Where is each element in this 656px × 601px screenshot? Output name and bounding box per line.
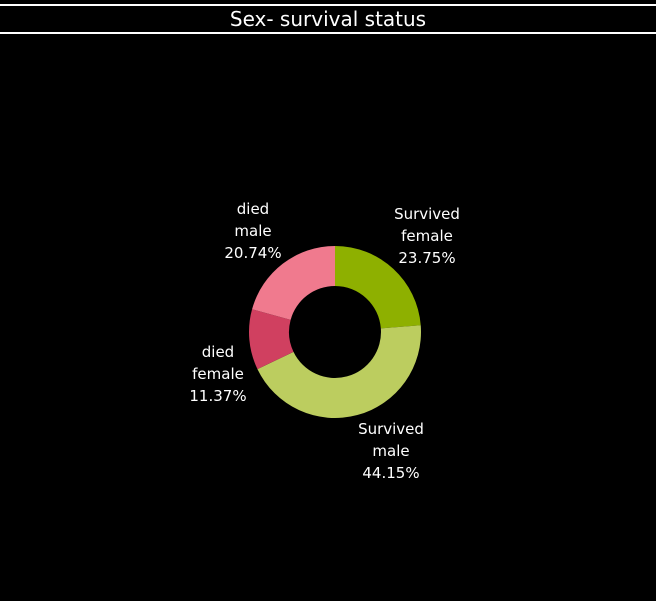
slice-died-female[interactable] (249, 309, 294, 370)
label-survived-female: Survived female 23.75% (394, 205, 460, 267)
slice-survived-male[interactable] (257, 325, 421, 419)
donut-slices (249, 246, 421, 419)
status-label: Survived (394, 205, 460, 223)
percent-label: 23.75% (398, 249, 455, 267)
chart-title: Sex- survival status (229, 7, 427, 31)
label-died-male: died male 20.74% (224, 200, 281, 262)
status-label: Survived (358, 420, 424, 438)
status-label: died (202, 343, 234, 361)
slice-labels: Survived female 23.75% Survived male 44.15% di… (189, 200, 460, 482)
label-died-female: died female 11.37% (189, 343, 246, 405)
sex-label: female (401, 227, 453, 245)
percent-label: 20.74% (224, 244, 281, 262)
slice-survived-female[interactable] (335, 246, 421, 329)
status-label: died (237, 200, 269, 218)
title-bar: Sex- survival status (0, 4, 656, 34)
percent-label: 44.15% (362, 464, 419, 482)
percent-label: 11.37% (189, 387, 246, 405)
sex-label: male (234, 222, 271, 240)
sex-label: male (372, 442, 409, 460)
slice-died-male[interactable] (252, 246, 335, 320)
sex-label: female (192, 365, 244, 383)
label-survived-male: Survived male 44.15% (358, 420, 424, 482)
